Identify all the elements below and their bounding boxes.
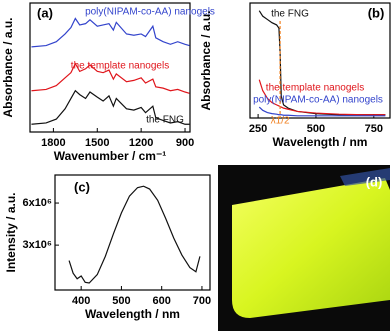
- panel: 1800 1500 1200 900 Wavenumber / cm⁻¹ Absorban…: [1, 2, 215, 163]
- series-label: the FNG: [146, 115, 184, 126]
- x-tick-label: 900: [176, 137, 194, 149]
- data-line: [258, 106, 386, 117]
- series-label: the template nanogels: [71, 61, 169, 72]
- y-tick-label: 3x10⁶: [22, 239, 52, 251]
- x-tick-label: 1800: [41, 137, 65, 149]
- y-axis-label: Absorbance / a.u.: [1, 17, 15, 117]
- plot-frame: [249, 2, 391, 119]
- data-line: [31, 89, 190, 125]
- photo: (d): [218, 165, 390, 331]
- panel-label: (d): [366, 174, 383, 189]
- annotation-label: λ1/2: [271, 116, 290, 127]
- x-tick-label: 400: [72, 295, 90, 307]
- data-line: [31, 17, 190, 48]
- panel: 400 500 600 700 3x10⁶ 6x10⁶ Wavelength / nm Int…: [4, 174, 211, 321]
- glowing-vial: [232, 178, 390, 318]
- data-line: [68, 185, 201, 284]
- series-label: poly(NIPAM-co-AA) nanogels: [85, 7, 215, 18]
- x-tick-label: 750: [365, 123, 383, 135]
- y-axis-label: Absorbance / a.u.: [199, 10, 213, 110]
- panel-label: (c): [74, 179, 90, 194]
- vial-cap: [340, 168, 390, 186]
- x-axis-label: Wavelength / nm: [85, 307, 180, 321]
- x-tick-label: 500: [112, 295, 130, 307]
- y-tick-label: 6x10⁶: [22, 197, 52, 209]
- data-line: [258, 79, 386, 116]
- panel-label: (a): [37, 5, 53, 20]
- panel-label: (b): [368, 5, 385, 20]
- data-line: [31, 62, 190, 94]
- series-label: the FNG: [271, 9, 309, 20]
- x-axis-label: Wavelength / nm: [273, 135, 368, 149]
- y-axis-label: Intensity / a.u.: [4, 192, 18, 272]
- x-tick-label: 700: [193, 295, 211, 307]
- series-label: poly(NIPAM-co-AA) nanogels: [253, 95, 383, 106]
- x-tick-label: 600: [153, 295, 171, 307]
- x-axis-label: Wavenumber / cm⁻¹: [54, 149, 167, 163]
- plot-frame: [29, 2, 191, 133]
- x-tick-label: 500: [307, 123, 325, 135]
- x-tick-label: 1500: [85, 137, 109, 149]
- plot-frame: [54, 174, 211, 291]
- x-tick-label: 1200: [129, 137, 153, 149]
- series-label: the template nanogels: [266, 83, 364, 94]
- x-tick-label: 250: [249, 123, 267, 135]
